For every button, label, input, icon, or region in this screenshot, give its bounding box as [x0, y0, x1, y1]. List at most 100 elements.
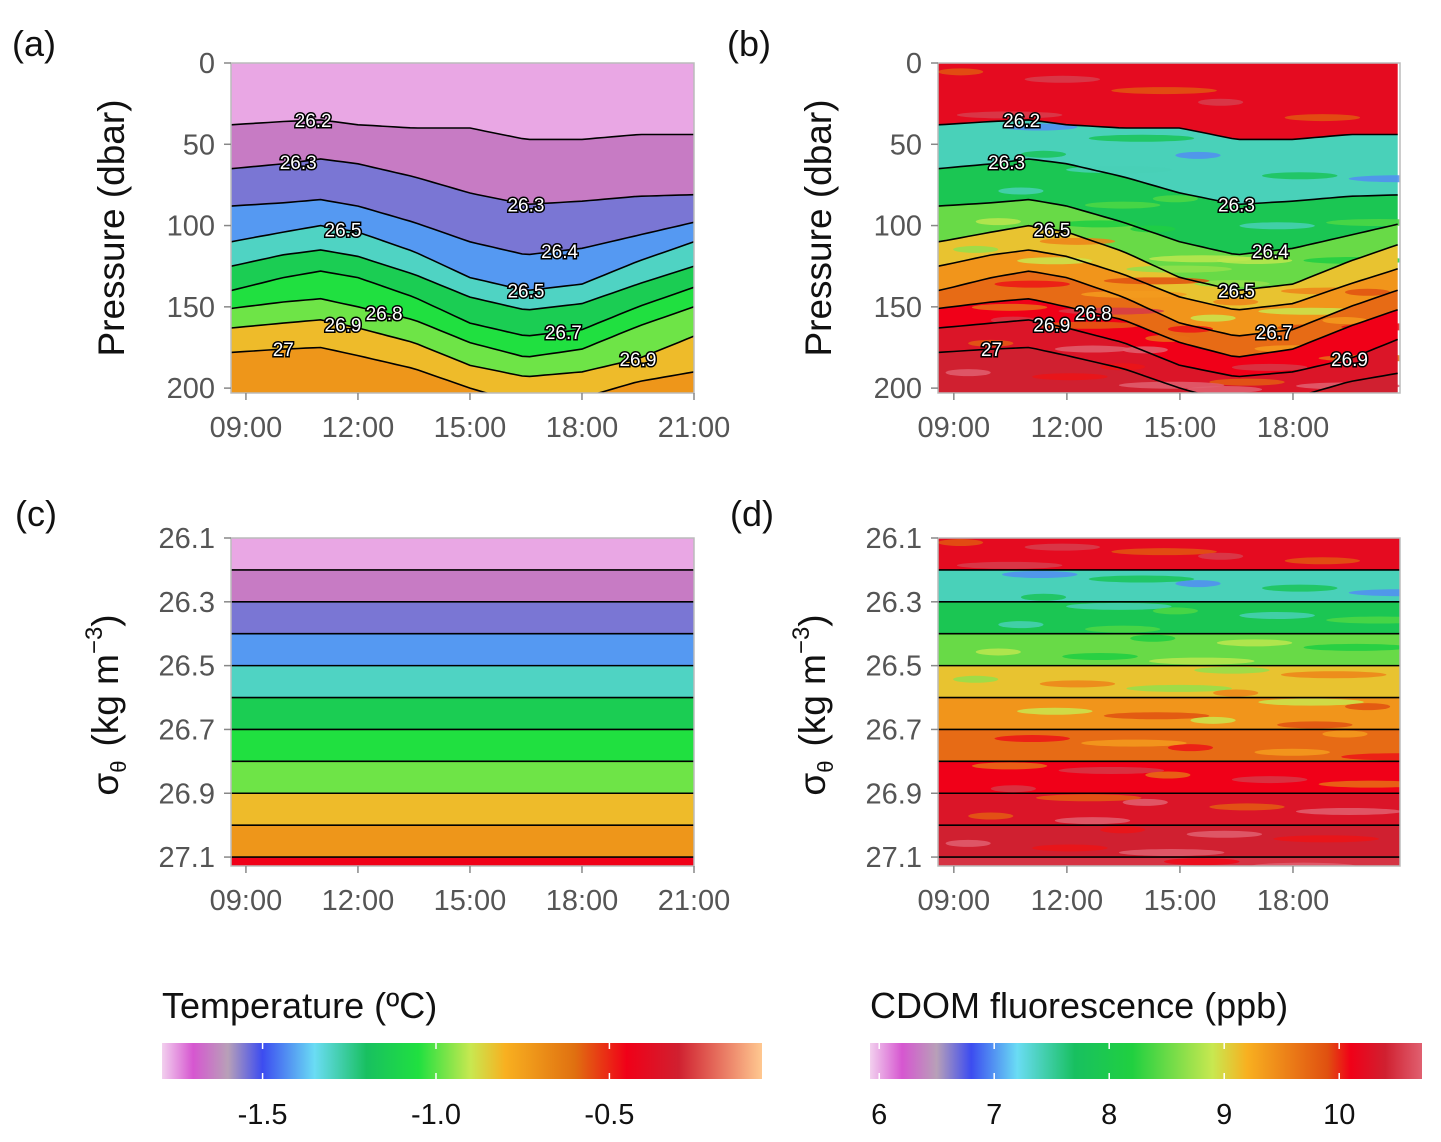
x-tick-label: 15:00 [434, 885, 507, 917]
y-tick-label: 26.9 [866, 778, 922, 810]
isopycnal-26.8 [938, 297, 1398, 358]
cdom-patch [1103, 277, 1210, 285]
cdom-patch [1198, 98, 1244, 106]
colorbar-tick-label: 9 [1216, 1099, 1232, 1131]
isopycnal-26.8 [231, 297, 694, 358]
contour-label: 26.5 [325, 220, 362, 241]
contour-fill-layer [231, 761, 694, 794]
contour-label: 26.3 [507, 195, 544, 216]
ylabel-sup: −3 [788, 627, 815, 654]
contour-fill-layer [938, 347, 1398, 393]
cdom-patch [1296, 807, 1400, 815]
cdom-patch [1111, 87, 1217, 95]
y-tick-label: 200 [167, 373, 215, 405]
y-tick-label: 26.7 [866, 714, 922, 746]
isopycnal-26.5 [231, 224, 694, 292]
colorbar-gradient [162, 1043, 762, 1079]
cdom-patch [1130, 634, 1176, 642]
panel-c: 09:00 12:00 15:00 18:00 21:00 26.1 26.3 26.5 26.… [159, 523, 731, 917]
panel-letter-d: (d) [730, 493, 774, 534]
cdom-patch [1337, 867, 1382, 874]
contour-fill-layer [231, 825, 694, 858]
contour-fill-layer [231, 63, 694, 140]
ylabel-close: ) [85, 614, 126, 626]
colorbar-tick-label: 7 [986, 1099, 1002, 1131]
cdom-patch [1231, 363, 1308, 371]
cdom-patch [1239, 222, 1315, 230]
ylabel-sub: θ [813, 761, 838, 773]
cdom-patch [1103, 712, 1210, 720]
x-tick-label: 09:00 [918, 885, 991, 917]
y-tick-label: 26.3 [159, 587, 215, 619]
colorbar-title-cdom: CDOM fluorescence (ppb) [870, 985, 1288, 1026]
contour-fill-layer [231, 665, 694, 698]
cdom-patch [956, 111, 1063, 119]
contour-label: 26.3 [988, 153, 1025, 174]
contour-label: 26.3 [1218, 195, 1255, 216]
y-tick-label: 26.1 [866, 523, 922, 555]
cdom-patch [1322, 730, 1368, 738]
plot-area [938, 538, 1400, 874]
cdom-patch [945, 839, 991, 847]
cdom-patch [1341, 753, 1400, 761]
cdom-patch [1167, 744, 1214, 752]
contour-label: 26.5 [1033, 220, 1070, 241]
contour-label: 26.9 [1033, 316, 1070, 337]
ylabel-units: (kg m [85, 654, 126, 747]
cdom-patch [1284, 557, 1361, 565]
cdom-patch [1122, 798, 1168, 806]
x-tick-label: 12:00 [322, 885, 395, 917]
x-tick-label: 12:00 [1031, 412, 1104, 444]
contour-fill-layer [231, 538, 694, 570]
contour-fill-layer [231, 601, 694, 634]
cdom-patch [1213, 689, 1259, 697]
contour-fill-layer [938, 159, 1398, 255]
cdom-patch [1035, 794, 1142, 802]
x-tick-label: 12:00 [322, 412, 395, 444]
cdom-patch [1058, 766, 1165, 774]
cdom-patch [971, 303, 1048, 311]
cdom-patch [1122, 346, 1168, 354]
y-tick-label: 27.1 [159, 842, 215, 874]
cdom-patch [1002, 123, 1078, 131]
contour-fill-layer [231, 569, 694, 602]
panel-letter-b: (b) [727, 23, 771, 64]
isopycnal-26.6 [231, 249, 694, 311]
cdom-patch [1262, 172, 1338, 180]
ylabel-sup: −3 [81, 627, 108, 654]
y-axis-label-d: σθ (kg m−3) [788, 614, 838, 795]
contour-fill-layer [231, 298, 694, 377]
x-tick-label: 15:00 [1144, 885, 1217, 917]
isopycnal-26.9 [231, 318, 694, 378]
isopycnal-26.2 [938, 119, 1398, 141]
cdom-patch [1081, 739, 1187, 747]
contour-label: 26.4 [541, 242, 578, 263]
cdom-patch [1066, 602, 1172, 610]
cdom-patch [938, 68, 984, 76]
colorbar-cdom: 6 7 8 9 10 [870, 1043, 1422, 1131]
cdom-patch [1209, 803, 1285, 811]
cdom-patch [1126, 265, 1232, 273]
cdom-patch [1062, 653, 1138, 661]
cdom-patch [1254, 748, 1330, 756]
plot-area: 26.226.326.326.526.426.526.826.9 26.727 26… [231, 63, 694, 393]
cdom-patch [998, 621, 1044, 629]
contour-fill-layer [231, 319, 694, 393]
cdom-patch [1039, 680, 1116, 688]
cdom-patch [1088, 575, 1195, 583]
cdom-patch [1032, 844, 1108, 852]
y-tick-label: 0 [199, 48, 215, 80]
contour-fill-layer [231, 729, 694, 762]
plot-frame [937, 62, 1401, 394]
contour-label: 26.5 [507, 282, 544, 303]
cdom-patch [1149, 255, 1255, 263]
cdom-patch [1344, 288, 1391, 296]
contour-fill-layer [938, 119, 1398, 205]
cdom-patch [1303, 643, 1400, 651]
y-tick-label: 26.9 [159, 778, 215, 810]
plot-area: 26.226.326.326.526.426.526.826.9 26.727 26… [938, 63, 1400, 393]
contour-label: 26.9 [1331, 350, 1368, 371]
contour-fill-layer [231, 697, 694, 730]
y-tick-label: 200 [874, 373, 922, 405]
